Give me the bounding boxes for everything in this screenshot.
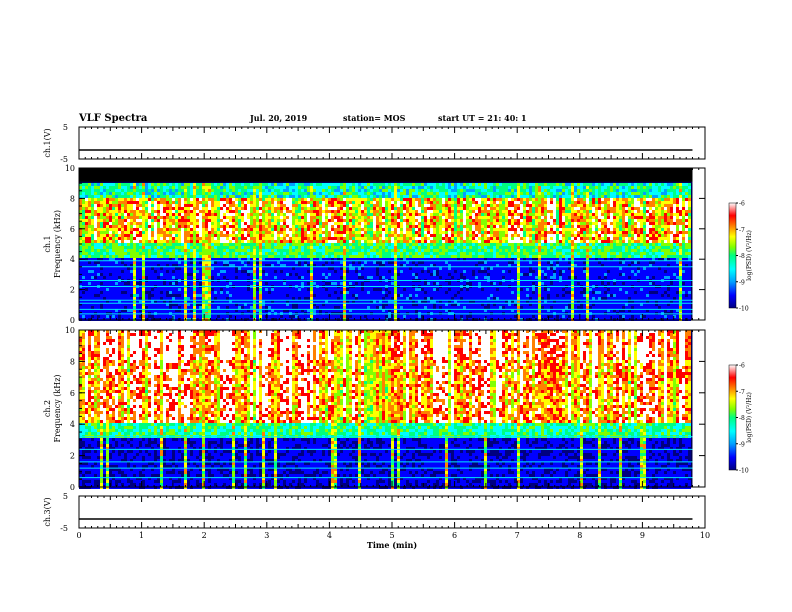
- ch2-spectrogram-ytick-label-3: 6: [70, 389, 75, 398]
- ch2-spectrogram-ytick-label-1: 2: [70, 452, 75, 461]
- ch2-spectrogram-colorbar-tick-label-2: -8: [739, 415, 745, 422]
- ch1-spectrogram-colorbar-label: log(PSD) (V²/Hz): [746, 230, 753, 281]
- ch3-waveform-ylabel: ch.3(V): [43, 497, 52, 526]
- time-axis-tick-label-7: 7: [515, 531, 520, 540]
- ch2-spectrogram-image: [79, 330, 693, 489]
- ch1-waveform-ytick-label-1: -5: [60, 155, 68, 164]
- ch2-spectrogram-ylabel-1: Frequency (kHz): [53, 374, 62, 442]
- ch3-waveform-ytick-label-0: 5: [63, 492, 68, 501]
- figure-title: VLF Spectra: [79, 113, 147, 124]
- ch1-spectrogram-ytick-label-3: 6: [70, 225, 75, 234]
- ch1-spectrogram-colorbar-tick-label-1: -7: [739, 227, 745, 234]
- ch1-waveform-ylabel: ch.1(V): [43, 128, 52, 157]
- time-axis-label: Time (min): [367, 540, 417, 550]
- ch2-spectrogram-ytick-label-2: 4: [70, 420, 75, 429]
- date-label: Jul. 20, 2019: [250, 113, 307, 123]
- time-axis-tick-label-6: 6: [452, 531, 457, 540]
- ch1-spectrogram-colorbar-tick-label-2: -8: [739, 253, 745, 260]
- time-axis-tick-label-2: 2: [202, 531, 207, 540]
- ch2-spectrogram-colorbar-tick-label-1: -7: [739, 389, 745, 396]
- time-axis-tick-label-5: 5: [389, 531, 394, 540]
- ch1-spectrogram-ytick-label-1: 2: [70, 286, 75, 295]
- ch1-spectrogram-dark-band: [79, 168, 693, 182]
- ch2-spectrogram-colorbar-label: log(PSD) (V²/Hz): [746, 392, 753, 443]
- ch1-spectrogram-ylabel-0: ch.1: [43, 235, 52, 252]
- time-axis-tick-label-4: 4: [327, 531, 332, 540]
- ch1-spectrogram-image: [79, 168, 693, 321]
- time-axis-tick-label-1: 1: [139, 531, 144, 540]
- ch1-spectrogram-colorbar-tick-label-3: -9: [739, 279, 745, 286]
- ch2-spectrogram-ytick-label-4: 8: [70, 357, 75, 366]
- ch2-spectrogram-colorbar-tick-label-0: -6: [739, 363, 745, 370]
- ch1-spectrogram-colorbar: [728, 202, 737, 309]
- ch1-spectrogram-ytick-label-2: 4: [70, 255, 75, 264]
- station-label: station= MOS: [343, 113, 405, 123]
- ch1-waveform-ytick-label-0: 5: [63, 123, 68, 132]
- ch1-spectrogram-ytick-label-5: 10: [65, 164, 75, 173]
- ch2-spectrogram-colorbar-tick-label-3: -9: [739, 441, 745, 448]
- ch2-spectrogram-colorbar: [728, 364, 737, 471]
- time-axis-tick-label-3: 3: [264, 531, 269, 540]
- ch2-spectrogram-ylabel-0: ch.2: [43, 400, 52, 417]
- ch2-spectrogram-colorbar-tick-label-4: -10: [739, 468, 749, 475]
- ch3-waveform-ytick-label-1: -5: [60, 524, 68, 533]
- ch2-spectrogram-ytick-label-5: 10: [65, 326, 75, 335]
- ch1-spectrogram-ylabel-1: Frequency (kHz): [53, 210, 62, 278]
- time-axis-tick-label-10: 10: [700, 531, 710, 540]
- ch1-spectrogram-ytick-label-4: 8: [70, 194, 75, 203]
- ch1-spectrogram-colorbar-tick-label-0: -6: [739, 201, 745, 208]
- ch1-spectrogram-ytick-label-0: 0: [70, 316, 75, 325]
- time-axis-tick-label-9: 9: [640, 531, 645, 540]
- ch2-spectrogram-ytick-label-0: 0: [70, 483, 75, 492]
- time-axis-tick-label-0: 0: [76, 531, 81, 540]
- start-time-label: start UT = 21: 40: 1: [438, 113, 527, 123]
- ch1-spectrogram-colorbar-tick-label-4: -10: [739, 306, 749, 313]
- time-axis-tick-label-8: 8: [577, 531, 582, 540]
